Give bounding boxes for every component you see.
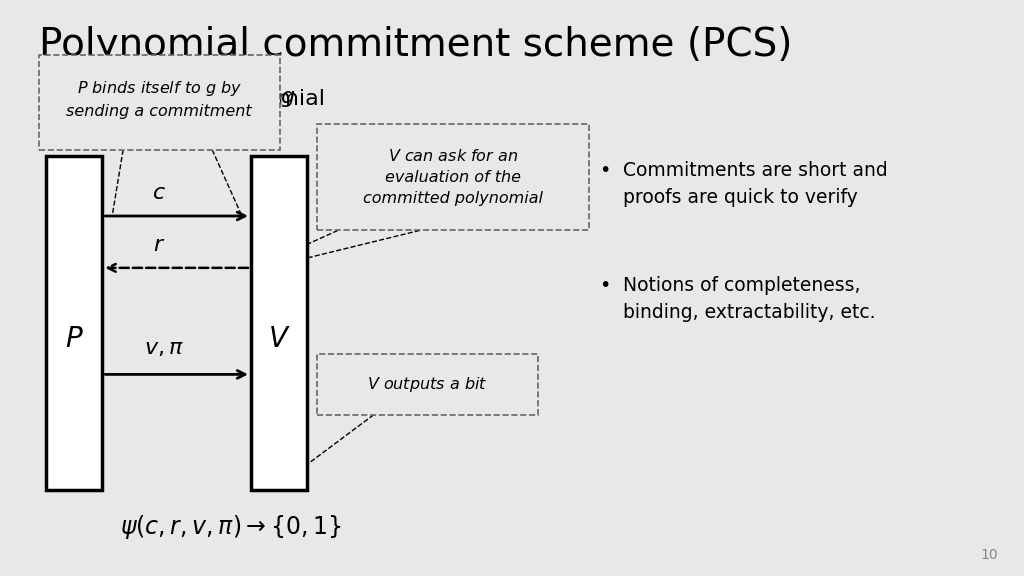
Bar bbox=[317, 354, 538, 415]
Text: $g$: $g$ bbox=[280, 89, 295, 109]
Text: $V$: $V$ bbox=[267, 325, 291, 353]
Bar bbox=[39, 55, 280, 150]
Bar bbox=[317, 124, 589, 230]
Text: Polynomial commitment scheme (PCS): Polynomial commitment scheme (PCS) bbox=[39, 26, 793, 64]
Text: $V$ outputs a bit: $V$ outputs a bit bbox=[368, 375, 487, 394]
Text: $\psi(c, r, v, \pi ) \rightarrow \{0, 1\}$: $\psi(c, r, v, \pi ) \rightarrow \{0, 1\… bbox=[120, 513, 341, 541]
Bar bbox=[251, 156, 307, 490]
Text: $P$: $P$ bbox=[65, 325, 84, 353]
Text: $P$ binds itself to $g$ by
sending a commitment: $P$ binds itself to $g$ by sending a com… bbox=[67, 79, 252, 119]
Text: Commitments are short and
proofs are quick to verify: Commitments are short and proofs are qui… bbox=[623, 161, 888, 207]
Text: Suppose: Suppose bbox=[39, 89, 141, 109]
Text: $P$: $P$ bbox=[108, 89, 123, 109]
Text: $v, \pi$: $v, \pi$ bbox=[143, 339, 184, 358]
Text: $r$: $r$ bbox=[153, 235, 165, 255]
Text: $c$: $c$ bbox=[152, 183, 166, 203]
Text: 10: 10 bbox=[981, 548, 998, 562]
Text: has a polynomial: has a polynomial bbox=[128, 89, 332, 109]
Text: •: • bbox=[599, 161, 610, 180]
Text: Notions of completeness,
binding, extractability, etc.: Notions of completeness, binding, extrac… bbox=[623, 276, 876, 322]
Bar bbox=[46, 156, 102, 490]
Text: $V$ can ask for an
evaluation of the
committed polynomial: $V$ can ask for an evaluation of the com… bbox=[364, 148, 543, 206]
Text: •: • bbox=[599, 276, 610, 295]
